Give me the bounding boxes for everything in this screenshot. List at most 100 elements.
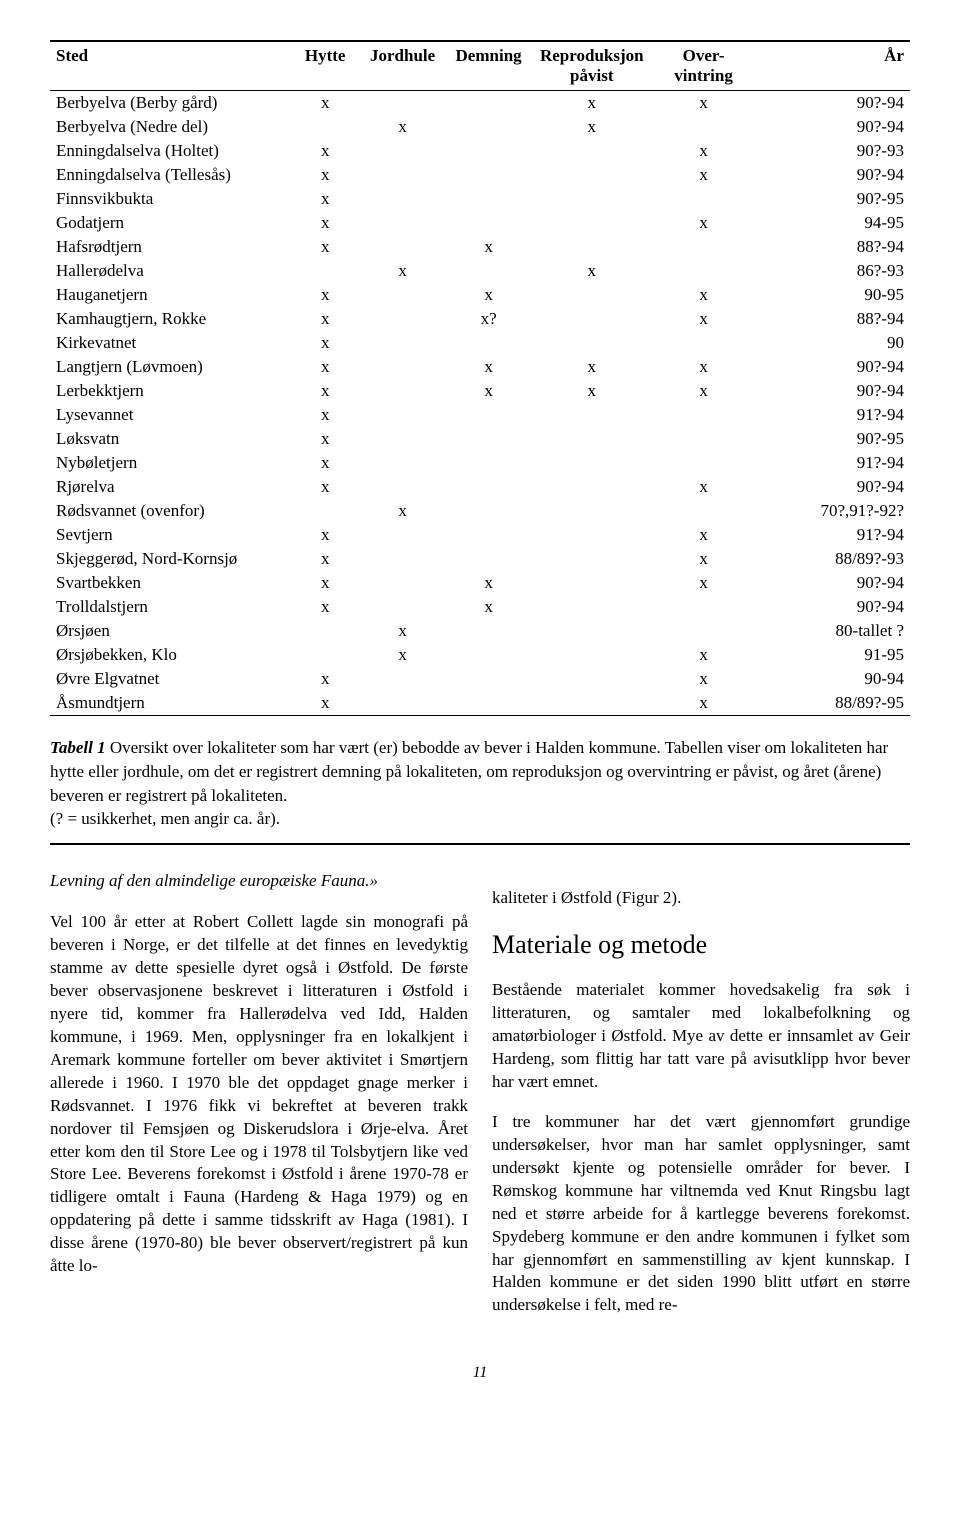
cell-over: x	[652, 475, 755, 499]
cell-ar: 91?-94	[755, 451, 910, 475]
table-row: Hallerødelvaxx86?-93	[50, 259, 910, 283]
cell-hytte: x	[291, 331, 360, 355]
cell-hytte: x	[291, 523, 360, 547]
cell-jordhule	[360, 691, 446, 716]
cell-demning	[446, 331, 532, 355]
cell-demning: x	[446, 235, 532, 259]
cell-repro	[532, 403, 652, 427]
table-row: Ørsjøenx80-tallet ?	[50, 619, 910, 643]
cell-over: x	[652, 547, 755, 571]
cell-repro: x	[532, 379, 652, 403]
cell-over	[652, 115, 755, 139]
table-row: Øvre Elgvatnetxx90-94	[50, 667, 910, 691]
section-heading: Materiale og metode	[492, 927, 910, 962]
cell-repro: x	[532, 355, 652, 379]
cell-over: x	[652, 691, 755, 716]
cell-hytte	[291, 259, 360, 283]
cell-repro	[532, 139, 652, 163]
table-row: Ørsjøbekken, Kloxx91-95	[50, 643, 910, 667]
cell-repro: x	[532, 115, 652, 139]
cell-demning	[446, 643, 532, 667]
cell-hytte	[291, 643, 360, 667]
left-column: Levning af den almindelige europæiske Fa…	[50, 870, 468, 1334]
paragraph-2c: I tre kommuner har det vært gjennomført …	[492, 1111, 910, 1317]
cell-jordhule	[360, 163, 446, 187]
cell-repro	[532, 547, 652, 571]
cell-over: x	[652, 211, 755, 235]
cell-repro: x	[532, 259, 652, 283]
cell-demning	[446, 523, 532, 547]
cell-demning	[446, 667, 532, 691]
cell-jordhule	[360, 379, 446, 403]
table-row: Hafsrødtjernxx88?-94	[50, 235, 910, 259]
cell-hytte: x	[291, 571, 360, 595]
cell-sted: Sevtjern	[50, 523, 291, 547]
th-sted: Sted	[50, 41, 291, 91]
table-row: Nybøletjernx91?-94	[50, 451, 910, 475]
cell-ar: 88/89?-93	[755, 547, 910, 571]
caption-label: Tabell 1	[50, 738, 106, 757]
cell-over: x	[652, 91, 755, 116]
cell-repro	[532, 595, 652, 619]
table-row: Kamhaugtjern, Rokkexx?x88?-94	[50, 307, 910, 331]
cell-ar: 90?-94	[755, 163, 910, 187]
cell-sted: Åsmundtjern	[50, 691, 291, 716]
cell-repro	[532, 163, 652, 187]
cell-hytte: x	[291, 91, 360, 116]
cell-ar: 80-tallet ?	[755, 619, 910, 643]
table-row: Svartbekkenxxx90?-94	[50, 571, 910, 595]
cell-sted: Kamhaugtjern, Rokke	[50, 307, 291, 331]
cell-sted: Hafsrødtjern	[50, 235, 291, 259]
page-number: 11	[50, 1364, 910, 1382]
cell-ar: 91?-94	[755, 403, 910, 427]
cell-jordhule	[360, 355, 446, 379]
cell-repro	[532, 451, 652, 475]
table-row: Enningdalselva (Holtet)xx90?-93	[50, 139, 910, 163]
cell-demning: x	[446, 355, 532, 379]
table-row: Trolldalstjernxx90?-94	[50, 595, 910, 619]
cell-jordhule: x	[360, 259, 446, 283]
cell-demning	[446, 691, 532, 716]
cell-repro	[532, 211, 652, 235]
cell-over	[652, 451, 755, 475]
cell-jordhule	[360, 667, 446, 691]
cell-jordhule	[360, 451, 446, 475]
cell-over	[652, 331, 755, 355]
table-row: Finnsvikbuktax90?-95	[50, 187, 910, 211]
cell-hytte: x	[291, 283, 360, 307]
cell-hytte: x	[291, 667, 360, 691]
cell-sted: Trolldalstjern	[50, 595, 291, 619]
cell-repro	[532, 619, 652, 643]
cell-hytte: x	[291, 691, 360, 716]
table-row: Enningdalselva (Tellesås)xx90?-94	[50, 163, 910, 187]
body-columns: Levning af den almindelige europæiske Fa…	[50, 870, 910, 1334]
cell-ar: 90-94	[755, 667, 910, 691]
caption-note: (? = usikkerhet, men angir ca. år).	[50, 809, 280, 828]
cell-sted: Enningdalselva (Tellesås)	[50, 163, 291, 187]
cell-hytte: x	[291, 427, 360, 451]
paragraph-1: Vel 100 år etter at Robert Collett lagde…	[50, 911, 468, 1278]
cell-hytte: x	[291, 235, 360, 259]
quote-line: Levning af den almindelige europæiske Fa…	[50, 870, 468, 893]
cell-demning	[446, 403, 532, 427]
cell-repro	[532, 523, 652, 547]
cell-jordhule	[360, 475, 446, 499]
cell-sted: Hauganetjern	[50, 283, 291, 307]
cell-jordhule	[360, 235, 446, 259]
cell-ar: 90?-94	[755, 355, 910, 379]
cell-jordhule: x	[360, 499, 446, 523]
cell-demning	[446, 619, 532, 643]
cell-repro	[532, 187, 652, 211]
cell-demning: x	[446, 595, 532, 619]
paragraph-2b: Bestående materialet kommer hovedsakelig…	[492, 979, 910, 1094]
table-row: Skjeggerød, Nord-Kornsjøxx88/89?-93	[50, 547, 910, 571]
cell-over	[652, 427, 755, 451]
cell-jordhule	[360, 283, 446, 307]
cell-hytte: x	[291, 211, 360, 235]
cell-over	[652, 403, 755, 427]
cell-repro: x	[532, 91, 652, 116]
cell-over: x	[652, 643, 755, 667]
cell-sted: Øvre Elgvatnet	[50, 667, 291, 691]
table-row: Sevtjernxx91?-94	[50, 523, 910, 547]
cell-repro	[532, 475, 652, 499]
